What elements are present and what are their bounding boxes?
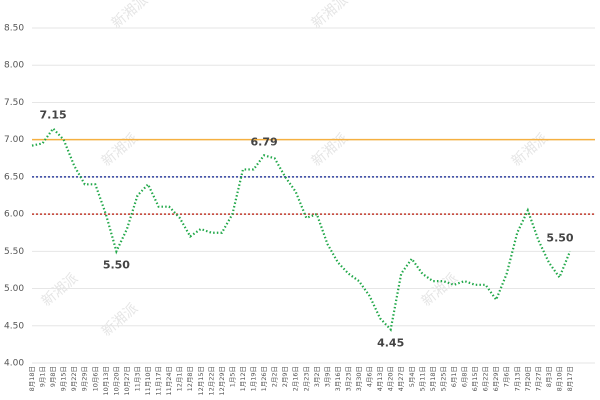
x-tick-label: 8月10日 xyxy=(555,366,563,391)
data-label: 4.45 xyxy=(377,337,404,350)
x-tick-label: 4月13日 xyxy=(376,366,384,391)
x-tick-label: 3月30日 xyxy=(355,366,363,391)
data-label: 5.50 xyxy=(103,258,130,271)
x-tick-label: 9月29日 xyxy=(81,366,89,391)
y-tick-label: 4.50 xyxy=(4,321,24,331)
x-tick-label: 9月15日 xyxy=(60,366,68,391)
y-tick-label: 6.00 xyxy=(4,210,24,220)
x-tick-label: 5月11日 xyxy=(418,366,426,391)
x-tick-label: 1月5日 xyxy=(228,366,236,387)
x-tick-label: 2月16日 xyxy=(292,366,300,391)
x-tick-label: 11月17日 xyxy=(155,366,163,396)
x-tick-label: 7月6日 xyxy=(503,366,511,387)
x-tick-label: 7月27日 xyxy=(534,366,542,391)
x-tick-label: 5月4日 xyxy=(408,366,416,387)
y-tick-label: 8.00 xyxy=(4,61,24,71)
x-tick-label: 2月23日 xyxy=(302,366,310,391)
watermark: 新湘派 xyxy=(39,270,81,309)
x-tick-label: 1月19日 xyxy=(250,366,258,391)
watermark: 新湘派 xyxy=(309,0,351,32)
y-tick-label: 5.00 xyxy=(4,284,24,294)
x-tick-label: 6月22日 xyxy=(482,366,490,391)
x-tick-label: 3月2日 xyxy=(313,366,321,387)
y-tick-label: 7.50 xyxy=(4,98,24,108)
x-tick-label: 11月10日 xyxy=(144,366,152,396)
x-tick-label: 11月3日 xyxy=(133,366,141,391)
x-tick-label: 5月18日 xyxy=(429,366,437,391)
y-tick-label: 4.00 xyxy=(4,359,24,369)
y-tick-label: 6.50 xyxy=(4,172,24,182)
x-tick-label: 8月3日 xyxy=(545,366,553,387)
x-tick-label: 4月6日 xyxy=(366,366,374,387)
x-tick-label: 12月1日 xyxy=(176,366,184,391)
x-tick-label: 6月29日 xyxy=(492,366,500,391)
watermark: 新湘派 xyxy=(309,130,351,169)
watermark: 新湘派 xyxy=(99,300,141,339)
x-tick-label: 5月25日 xyxy=(439,366,447,391)
watermark: 新湘派 xyxy=(109,0,151,32)
x-tick-label: 12月29日 xyxy=(218,366,226,396)
data-label: 6.79 xyxy=(251,135,278,148)
x-tick-label: 12月8日 xyxy=(186,366,194,391)
x-tick-label: 10月27日 xyxy=(123,366,131,396)
x-tick-label: 4月27日 xyxy=(397,366,405,391)
x-tick-label: 9月1日 xyxy=(39,366,47,387)
x-tick-label: 1月12日 xyxy=(239,366,247,391)
x-tick-label: 9月22日 xyxy=(70,366,78,391)
data-label: 7.15 xyxy=(40,109,67,122)
x-tick-label: 12月15日 xyxy=(197,366,205,396)
price-line xyxy=(31,126,572,332)
y-tick-label: 8.50 xyxy=(4,24,24,34)
x-tick-label: 3月23日 xyxy=(344,366,352,391)
watermark: 新湘派 xyxy=(99,130,141,169)
x-tick-label: 11月24日 xyxy=(165,366,173,396)
x-tick-label: 12月22日 xyxy=(207,366,215,396)
x-tick-label: 6月8日 xyxy=(461,366,469,387)
x-tick-label: 6月1日 xyxy=(450,366,458,387)
watermark: 新湘派 xyxy=(419,270,461,309)
x-tick-label: 2月2日 xyxy=(271,366,279,387)
x-tick-label: 7月13日 xyxy=(513,366,521,391)
x-tick-label: 4月20日 xyxy=(387,366,395,391)
x-tick-label: 2月9日 xyxy=(281,366,289,387)
x-tick-label: 3月16日 xyxy=(334,366,342,391)
x-tick-label: 8月18日 xyxy=(28,366,36,391)
watermark: 新湘派 xyxy=(509,130,551,169)
data-label: 5.50 xyxy=(546,231,573,244)
x-tick-label: 7月20日 xyxy=(524,366,532,391)
x-tick-label: 1月26日 xyxy=(260,366,268,391)
x-tick-label: 10月6日 xyxy=(91,366,99,391)
x-tick-label: 9月8日 xyxy=(49,366,57,387)
x-tick-label: 10月20日 xyxy=(112,366,120,396)
x-tick-label: 10月13日 xyxy=(102,366,110,396)
x-tick-label: 8月17日 xyxy=(566,366,574,391)
y-tick-label: 5.50 xyxy=(4,247,24,257)
y-tick-label: 7.00 xyxy=(4,135,24,145)
x-tick-label: 6月15日 xyxy=(471,366,479,391)
x-tick-label: 3月9日 xyxy=(323,366,331,387)
